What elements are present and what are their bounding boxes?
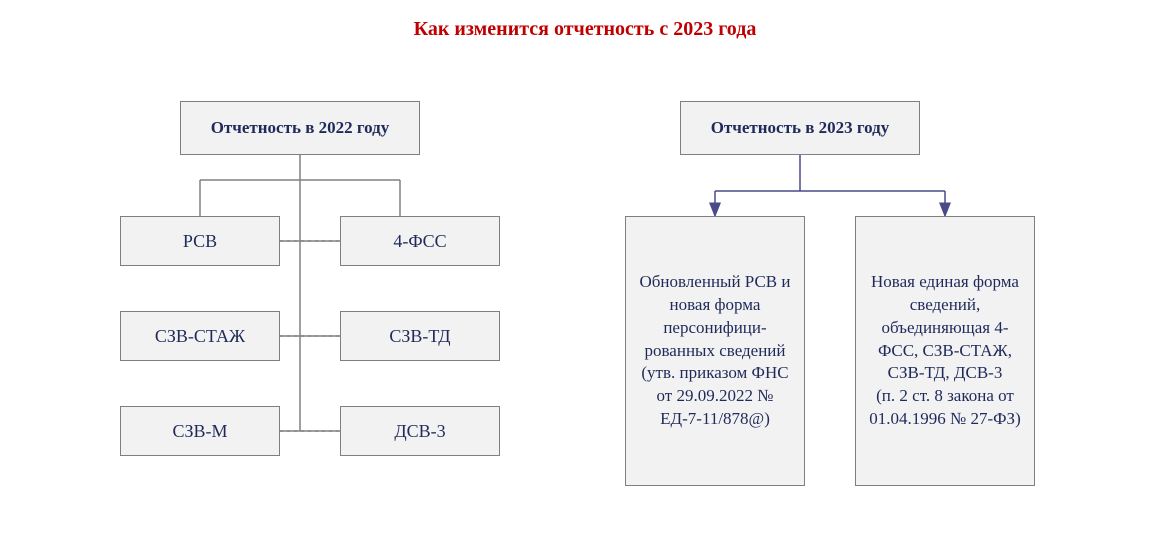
left-col2-row0: 4-ФСС [340, 216, 500, 266]
left-col1-row1: СЗВ-СТАЖ [120, 311, 280, 361]
diagram-canvas: Отчетность в 2022 году Отчетность в 2023… [0, 51, 1170, 551]
left-header-box: Отчетность в 2022 году [180, 101, 420, 155]
page-title: Как изменится отчетность с 2023 года [0, 0, 1170, 51]
right-header-box: Отчетность в 2023 году [680, 101, 920, 155]
right-tall-box-1: Обновленный РСВ и новая форма персонифиц… [625, 216, 805, 486]
left-col2-row1: СЗВ-ТД [340, 311, 500, 361]
left-col2-row2: ДСВ-3 [340, 406, 500, 456]
right-tall-box-2: Новая единая форма сведений, объединяюща… [855, 216, 1035, 486]
left-col1-row2: СЗВ-М [120, 406, 280, 456]
left-col1-row0: РСВ [120, 216, 280, 266]
